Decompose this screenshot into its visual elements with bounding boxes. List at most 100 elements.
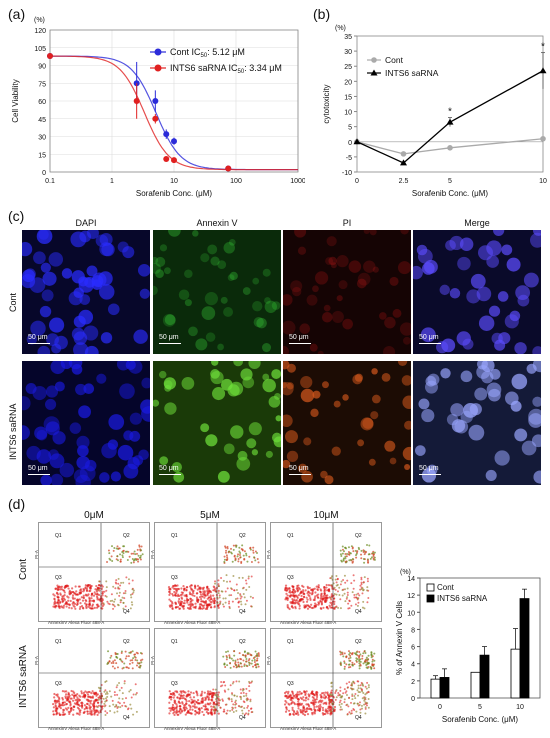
cell-mark: [248, 361, 261, 370]
event-dot: [76, 706, 79, 709]
event-dot: [329, 606, 332, 609]
event-dot: [296, 691, 299, 694]
event-dot: [115, 547, 118, 550]
event-dot: [209, 596, 212, 599]
event-dot: [317, 603, 320, 606]
event-dot: [75, 590, 78, 593]
event-dot: [235, 583, 238, 586]
event-dot: [253, 659, 256, 662]
event-dot: [257, 653, 260, 656]
event-dot: [245, 698, 248, 701]
event-dot: [365, 687, 368, 690]
cell-mark: [83, 325, 99, 341]
event-dot: [99, 689, 102, 693]
cell-mark: [532, 396, 541, 407]
event-dot: [59, 588, 62, 591]
event-dot: [367, 662, 370, 665]
event-dot: [61, 600, 64, 603]
event-dot: [363, 698, 366, 701]
event-dot: [241, 576, 244, 579]
event-dot: [284, 584, 288, 587]
flow-y-axis-label: PI-A: [265, 550, 271, 559]
cell-mark: [286, 363, 296, 373]
point-1-5: [225, 165, 232, 172]
event-dot: [235, 709, 238, 712]
panel-label-a: (a): [8, 6, 26, 22]
event-dot: [367, 596, 370, 599]
event-dot: [237, 665, 240, 668]
event-dot: [65, 708, 69, 711]
cell-mark: [133, 329, 148, 344]
event-dot: [310, 593, 314, 596]
event-dot: [288, 607, 291, 611]
event-dot: [315, 603, 318, 606]
event-dot: [79, 588, 83, 591]
legend-box-d-0: [426, 583, 435, 592]
event-dot: [340, 555, 343, 558]
event-dot: [225, 651, 228, 654]
cell-mark: [96, 373, 107, 384]
event-dot: [202, 713, 205, 716]
event-dot: [109, 558, 112, 561]
event-dot: [226, 650, 229, 653]
event-dot: [334, 691, 337, 694]
event-dot: [226, 580, 229, 583]
event-dot: [222, 579, 225, 582]
event-dot: [246, 706, 249, 709]
event-dot: [111, 699, 114, 702]
point-1-2: [152, 115, 159, 122]
event-dot: [100, 587, 103, 590]
event-dot: [177, 587, 181, 591]
event-dot: [70, 689, 73, 693]
event-dot: [207, 696, 210, 699]
event-dot: [83, 707, 86, 711]
event-dot: [226, 545, 229, 548]
event-dot: [316, 709, 319, 712]
event-dot: [254, 559, 257, 562]
cell-mark: [283, 459, 291, 469]
event-dot: [301, 710, 304, 713]
event-dot: [222, 597, 225, 600]
event-dot: [84, 690, 87, 693]
event-dot: [330, 710, 333, 713]
cell-mark: [153, 399, 160, 407]
cell-mark: [99, 284, 115, 300]
cell-mark: [402, 395, 411, 409]
event-dot: [351, 698, 354, 701]
event-dot: [127, 655, 130, 658]
event-dot: [327, 697, 330, 700]
event-dot: [121, 704, 124, 707]
event-dot: [73, 597, 76, 600]
event-dot: [239, 597, 242, 600]
event-dot: [256, 551, 259, 554]
event-dot: [353, 596, 356, 599]
cell-mark: [462, 338, 474, 350]
event-dot: [168, 590, 171, 593]
event-dot: [53, 603, 56, 606]
event-dot: [233, 555, 236, 558]
cell-mark: [457, 256, 471, 271]
event-dot: [189, 696, 192, 699]
event-dot: [61, 689, 64, 693]
cell-mark: [34, 426, 48, 440]
event-dot: [113, 667, 116, 670]
event-dot: [349, 651, 352, 654]
cell-mark: [101, 442, 117, 459]
event-dot: [250, 560, 253, 563]
event-dot: [313, 604, 316, 608]
event-dot: [101, 695, 104, 698]
cell-mark: [171, 462, 182, 473]
event-dot: [134, 656, 137, 659]
event-dot: [179, 708, 182, 711]
event-dot: [110, 695, 113, 698]
event-dot: [86, 710, 89, 713]
event-dot: [209, 606, 213, 609]
event-dot: [124, 605, 127, 608]
event-dot: [139, 556, 142, 559]
event-dot: [257, 561, 260, 564]
event-dot: [239, 688, 242, 691]
event-dot: [52, 702, 55, 706]
cell-mark: [521, 440, 537, 456]
event-dot: [208, 603, 211, 606]
